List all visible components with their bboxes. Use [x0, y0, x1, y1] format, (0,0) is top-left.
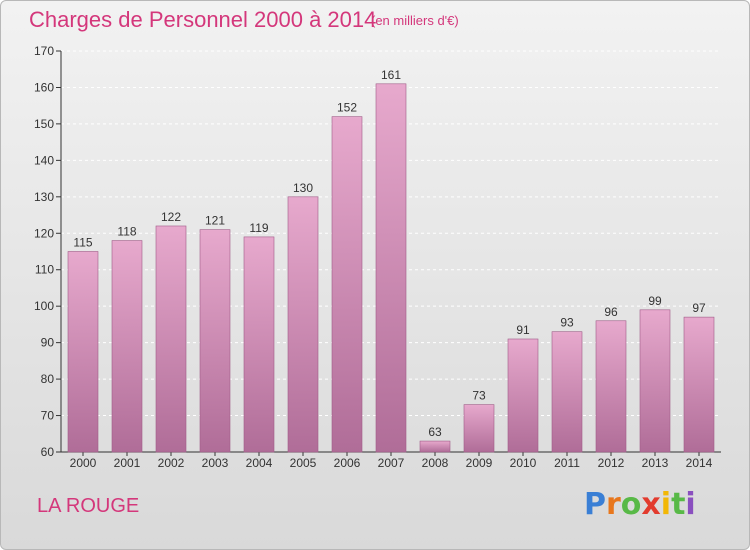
y-tick-label: 110 [35, 263, 54, 277]
x-tick-label: 2014 [686, 456, 713, 470]
bar [287, 196, 319, 453]
y-tick-label: 100 [34, 299, 54, 313]
x-tick-label: 2006 [334, 456, 361, 470]
bar-value-label: 118 [117, 225, 136, 239]
chart-unit: (en milliers d'€) [371, 13, 459, 28]
bar [639, 309, 671, 453]
bar-value-label: 161 [381, 68, 401, 82]
bar [155, 225, 187, 453]
x-tick-label: 2010 [510, 456, 537, 470]
x-tick-label: 2004 [246, 456, 273, 470]
y-tick-label: 80 [41, 372, 55, 386]
y-tick-label: 160 [34, 80, 54, 94]
x-tick-label: 2007 [378, 456, 405, 470]
x-tick-label: 2012 [598, 456, 625, 470]
x-tick-label: 2008 [422, 456, 449, 470]
bar [463, 404, 495, 453]
y-tick-label: 130 [34, 190, 54, 204]
x-tick-label: 2001 [114, 456, 141, 470]
y-tick-label: 120 [34, 226, 54, 240]
bar-value-label: 93 [560, 316, 574, 330]
logo-letter: r [606, 487, 621, 522]
bar-value-label: 122 [161, 210, 181, 224]
x-tick-label: 2009 [466, 456, 493, 470]
logo-letter: t [671, 487, 686, 522]
commune-name: LA ROUGE [37, 495, 140, 517]
bar-value-label: 152 [337, 101, 357, 115]
bar [67, 251, 99, 453]
bar-value-label: 96 [604, 305, 618, 319]
logo-letter: o [620, 487, 642, 522]
bar [199, 229, 231, 453]
bar [595, 320, 627, 453]
bar-value-label: 119 [249, 221, 268, 235]
x-tick-label: 2013 [642, 456, 669, 470]
value-labels: 115 118 122 121 119 130 152 161 63 73 91 93 96 99 97 [73, 68, 706, 439]
x-tick-label: 2011 [554, 456, 580, 470]
x-tick-label: 2000 [70, 456, 97, 470]
bar-value-label: 121 [205, 214, 225, 228]
x-axis: 2000 2001 2002 2003 2004 2005 2006 2007 2008 2009… [61, 451, 721, 470]
bar-value-label: 115 [73, 236, 92, 250]
chart-title: Charges de Personnel 2000 à 2014 [29, 7, 377, 32]
bar [419, 440, 451, 453]
bars [67, 83, 715, 453]
bar-value-label: 73 [472, 389, 486, 403]
logo-letter: i [685, 487, 696, 522]
x-tick-label: 2002 [158, 456, 185, 470]
y-axis: 60 70 80 90 100 110 120 130 140 150 160 170 [34, 44, 62, 459]
x-tick-label: 2003 [202, 456, 229, 470]
y-tick-label: 70 [41, 409, 55, 423]
bar [551, 331, 583, 453]
bar [331, 116, 363, 453]
bar [507, 338, 539, 453]
logo-letter: P [584, 487, 606, 522]
bar-value-label: 130 [293, 181, 313, 195]
y-tick-label: 150 [34, 117, 54, 131]
y-tick-label: 90 [41, 336, 55, 350]
logo-letter: i [660, 487, 672, 522]
bar [375, 83, 407, 453]
logo-letter: x [641, 487, 661, 522]
bar-value-label: 99 [648, 294, 662, 308]
bar-value-label: 97 [692, 301, 706, 315]
bar [683, 316, 715, 453]
bar-value-label: 63 [428, 425, 442, 439]
y-tick-label: 140 [34, 153, 54, 167]
bar [111, 240, 143, 453]
y-tick-label: 60 [41, 445, 55, 459]
bar [243, 236, 275, 453]
proxiti-logo: Proxiti [584, 487, 696, 522]
x-tick-label: 2005 [290, 456, 317, 470]
y-tick-label: 170 [34, 44, 54, 58]
bar-value-label: 91 [516, 323, 530, 337]
